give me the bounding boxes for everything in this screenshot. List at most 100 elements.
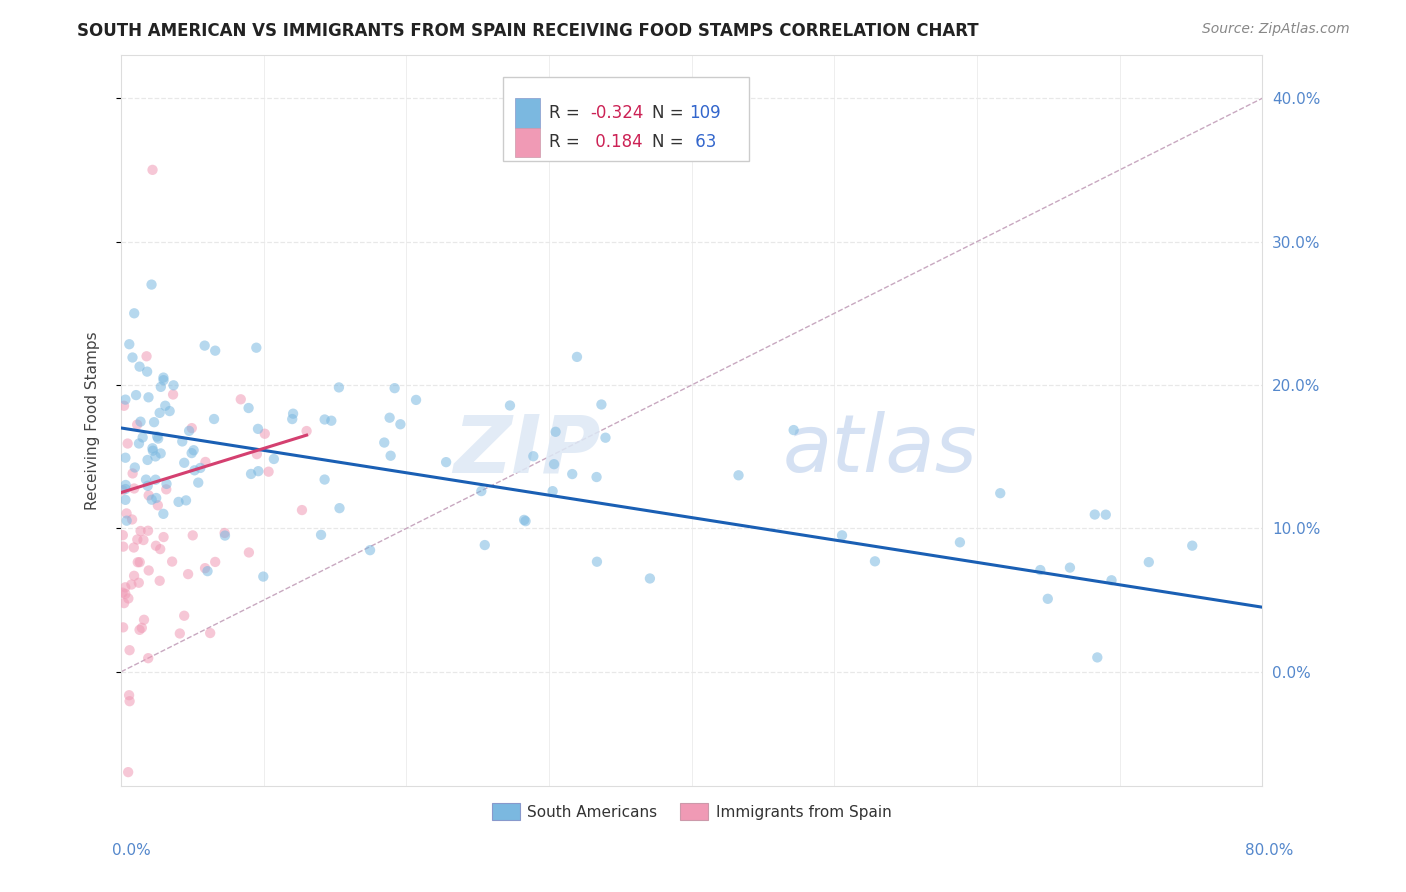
Point bbox=[145, 539, 167, 553]
Point bbox=[541, 484, 564, 499]
Point bbox=[128, 623, 150, 637]
Point bbox=[136, 479, 159, 493]
Text: Source: ZipAtlas.com: Source: ZipAtlas.com bbox=[1202, 22, 1350, 37]
Point bbox=[121, 351, 143, 365]
Point bbox=[145, 450, 167, 464]
Point bbox=[380, 449, 402, 463]
Point bbox=[149, 446, 172, 460]
Point bbox=[146, 432, 169, 446]
Text: R =: R = bbox=[550, 133, 585, 151]
Point bbox=[247, 464, 270, 478]
Point bbox=[143, 415, 166, 429]
Point bbox=[373, 435, 395, 450]
Point bbox=[359, 543, 381, 558]
Point bbox=[142, 443, 165, 458]
Point bbox=[172, 434, 194, 449]
Point bbox=[434, 455, 457, 469]
Point bbox=[586, 555, 609, 569]
Point bbox=[112, 596, 135, 610]
Point bbox=[831, 528, 853, 542]
Point bbox=[1085, 650, 1108, 665]
Point bbox=[253, 426, 276, 441]
Point bbox=[238, 545, 260, 559]
Point bbox=[522, 449, 544, 463]
Point bbox=[544, 425, 567, 439]
Point bbox=[114, 492, 136, 507]
Point bbox=[114, 478, 136, 492]
Point bbox=[117, 591, 139, 606]
Point bbox=[281, 407, 304, 421]
Text: N =: N = bbox=[652, 103, 689, 122]
Point bbox=[474, 538, 496, 552]
Point bbox=[499, 399, 522, 413]
Point bbox=[159, 404, 181, 418]
Point bbox=[214, 526, 236, 541]
Point bbox=[121, 467, 143, 481]
Point bbox=[152, 530, 174, 544]
Point bbox=[128, 555, 150, 569]
Point bbox=[384, 381, 406, 395]
Point bbox=[115, 514, 138, 528]
Point bbox=[127, 555, 149, 569]
Point bbox=[173, 608, 195, 623]
Text: SOUTH AMERICAN VS IMMIGRANTS FROM SPAIN RECEIVING FOOD STAMPS CORRELATION CHART: SOUTH AMERICAN VS IMMIGRANTS FROM SPAIN … bbox=[77, 22, 979, 40]
Point bbox=[181, 528, 204, 542]
Point bbox=[136, 524, 159, 538]
Point bbox=[129, 524, 152, 538]
Point bbox=[118, 337, 141, 351]
Point bbox=[160, 555, 183, 569]
Point bbox=[131, 430, 153, 444]
Legend: South Americans, Immigrants from Spain: South Americans, Immigrants from Spain bbox=[486, 797, 897, 826]
Point bbox=[202, 412, 225, 426]
Point bbox=[112, 540, 135, 554]
Point bbox=[281, 412, 304, 426]
Point bbox=[132, 533, 155, 547]
Point bbox=[122, 306, 145, 320]
Point bbox=[141, 442, 163, 456]
Point bbox=[146, 498, 169, 512]
Point bbox=[585, 470, 607, 484]
Point bbox=[122, 482, 145, 496]
Text: 109: 109 bbox=[689, 103, 721, 122]
Point bbox=[136, 453, 159, 467]
Point bbox=[135, 473, 157, 487]
Point bbox=[591, 397, 613, 411]
Point bbox=[149, 406, 172, 420]
Point bbox=[155, 399, 177, 413]
Text: 0.184: 0.184 bbox=[591, 133, 643, 151]
Point bbox=[263, 452, 285, 467]
Point bbox=[638, 572, 661, 586]
Point bbox=[145, 491, 167, 505]
Point bbox=[565, 350, 588, 364]
Point bbox=[118, 688, 141, 702]
Point bbox=[198, 626, 221, 640]
Point bbox=[194, 455, 217, 469]
Point bbox=[174, 493, 197, 508]
Point bbox=[117, 436, 139, 450]
Point bbox=[111, 585, 134, 599]
Point bbox=[257, 465, 280, 479]
Point bbox=[179, 424, 201, 438]
Text: atlas: atlas bbox=[783, 411, 977, 489]
Point bbox=[229, 392, 252, 407]
Text: N =: N = bbox=[652, 133, 689, 151]
FancyBboxPatch shape bbox=[503, 77, 749, 161]
Point bbox=[188, 461, 211, 475]
Point bbox=[114, 482, 136, 496]
Point bbox=[863, 554, 886, 568]
Point bbox=[152, 373, 174, 387]
Point bbox=[246, 422, 269, 436]
Point bbox=[114, 392, 136, 407]
Point bbox=[782, 423, 804, 437]
Point bbox=[131, 621, 153, 635]
Point bbox=[246, 447, 269, 461]
Point bbox=[194, 338, 217, 352]
Point bbox=[152, 370, 174, 384]
Point bbox=[152, 507, 174, 521]
Point bbox=[180, 421, 202, 435]
Point bbox=[543, 457, 565, 471]
Point bbox=[114, 580, 136, 594]
Point bbox=[405, 392, 427, 407]
Point bbox=[238, 401, 260, 415]
FancyBboxPatch shape bbox=[515, 128, 540, 157]
